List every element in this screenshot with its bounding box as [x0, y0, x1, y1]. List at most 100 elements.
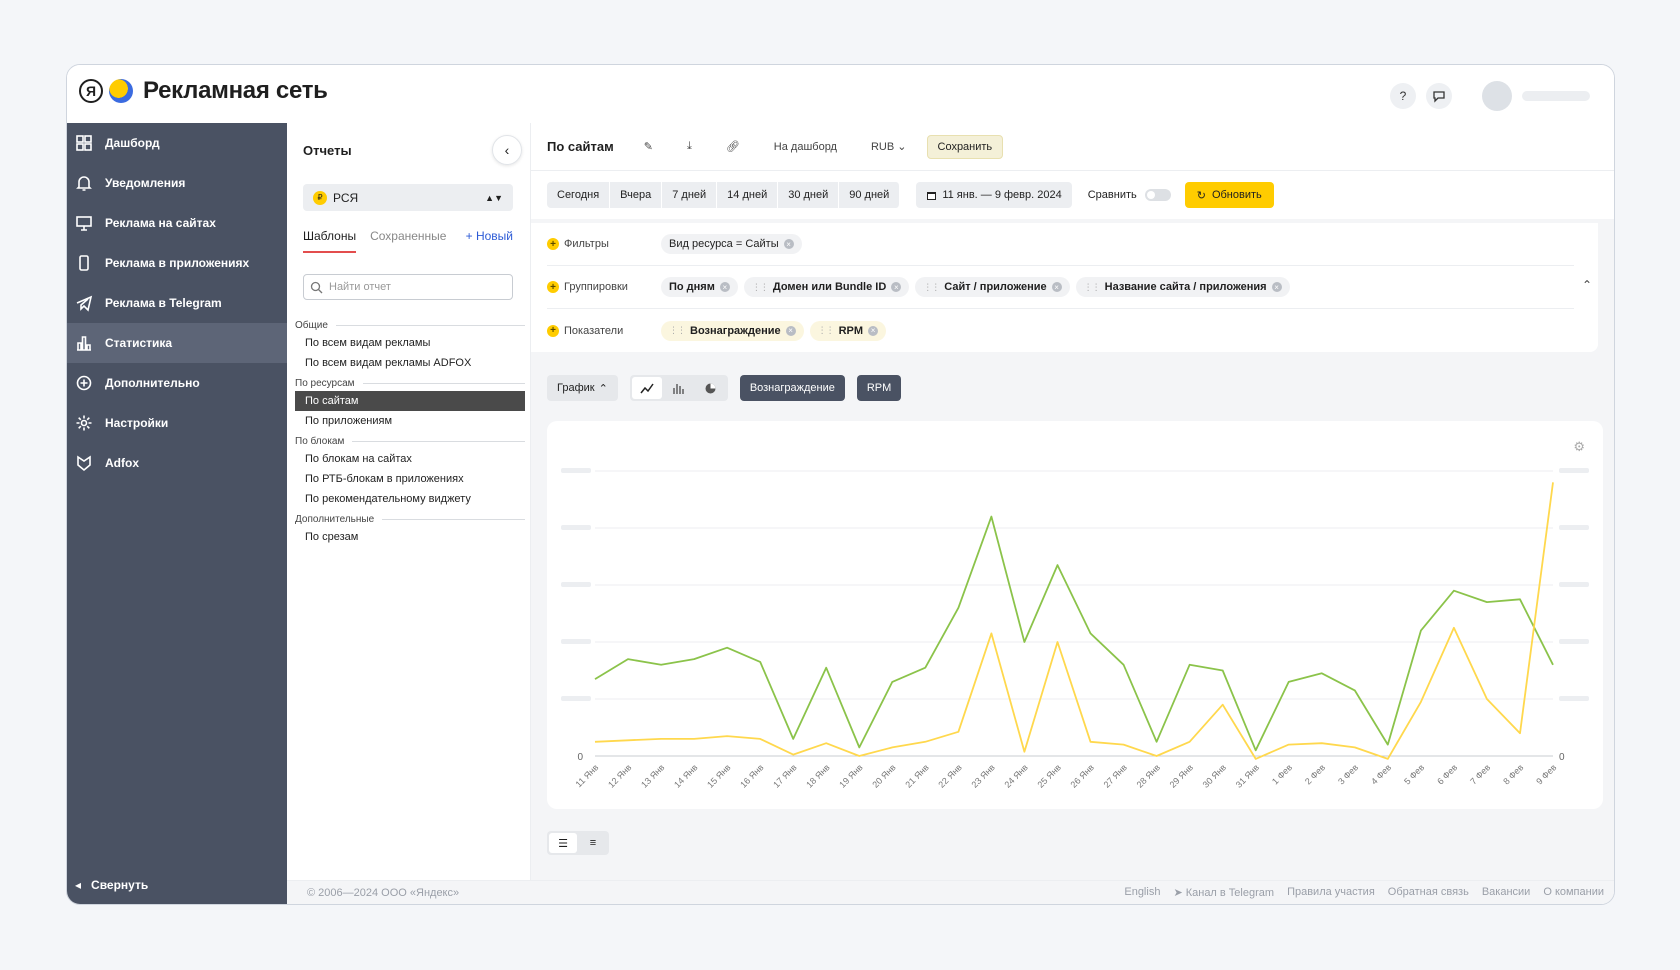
sidebar-item-statistics[interactable]: Статистика — [67, 323, 287, 363]
filters-label: Фильтры — [564, 238, 609, 250]
edit-icon[interactable]: ✎ — [643, 141, 653, 153]
refresh-icon: ↻ — [1196, 189, 1206, 202]
group-header: Дополнительные — [295, 511, 525, 527]
remove-icon[interactable]: × — [1051, 282, 1062, 292]
list-item[interactable]: По всем видам рекламы ADFOX — [305, 357, 472, 369]
remove-icon[interactable]: × — [1271, 282, 1282, 292]
report-main: По сайтам ✎ ⤓ 🔗︎ На дашборд RUB ⌄ Сохран… — [531, 123, 1614, 880]
line-chart-icon[interactable] — [631, 377, 662, 399]
period-today[interactable]: Сегодня — [547, 182, 611, 208]
telegram-icon: ➤ — [1173, 887, 1186, 899]
remove-icon[interactable]: × — [719, 282, 730, 292]
add-grouping-button[interactable]: + Группировки — [547, 281, 661, 293]
grouping-chip-label: Домен или Bundle ID — [772, 281, 887, 293]
y-tick-placeholder — [561, 468, 591, 473]
currency-select[interactable]: RUB ⌄ — [857, 140, 921, 153]
filter-chip[interactable]: Вид ресурса = Сайты × — [661, 234, 802, 254]
sidebar-item-telegram[interactable]: Реклама в Telegram — [67, 283, 287, 323]
chat-icon[interactable] — [1426, 83, 1452, 109]
sidebar-item-apps[interactable]: Реклама в приложениях — [67, 243, 287, 283]
tree-view-icon[interactable]: ≡ — [589, 837, 597, 849]
calendar-icon — [927, 191, 937, 200]
metric-chip[interactable]: ⋮⋮ RPM × — [809, 320, 887, 341]
link-icon[interactable]: 🔗︎ — [725, 141, 740, 153]
drag-handle-icon[interactable]: ⋮⋮ — [1083, 281, 1101, 292]
avatar[interactable] — [1482, 81, 1512, 111]
period-yesterday[interactable]: Вчера — [610, 182, 663, 208]
footer-link-english[interactable]: English — [1124, 886, 1161, 898]
remove-icon[interactable]: × — [783, 239, 794, 249]
grouping-chip[interactable]: ⋮⋮ Сайт / приложение × — [915, 277, 1070, 297]
list-item[interactable]: По рекомендательному виджету — [305, 493, 471, 505]
sidebar-item-additional[interactable]: Дополнительно — [67, 363, 287, 403]
tab-saved[interactable]: Сохраненные — [370, 229, 447, 243]
logo[interactable]: Я Рекламная сеть — [79, 77, 328, 105]
drag-handle-icon[interactable]: ⋮⋮ — [669, 325, 686, 335]
chevron-up-icon[interactable]: ⌃ — [1581, 278, 1592, 292]
graph-toggle-button[interactable]: График ⌃ — [547, 375, 618, 401]
list-item[interactable]: По срезам — [305, 531, 359, 543]
save-button[interactable]: Сохранить — [926, 134, 1004, 159]
graph-label: График — [557, 382, 595, 394]
grouping-chip[interactable]: ⋮⋮ Название сайта / приложения × — [1075, 277, 1290, 297]
footer-link-feedback[interactable]: Обратная связь — [1387, 886, 1469, 898]
collapse-sidebar-button[interactable]: ◂ Свернуть — [75, 878, 148, 892]
new-report-link[interactable]: + Новый — [465, 229, 513, 243]
x-tick-label: 8 Фев — [1501, 762, 1525, 786]
collapse-reports-button[interactable]: ‹ — [492, 135, 522, 165]
yandex-logo-icon: Я — [79, 79, 103, 103]
period-14-days[interactable]: 14 дней — [717, 182, 779, 208]
refresh-button[interactable]: ↻ Обновить — [1184, 182, 1274, 208]
question-icon[interactable]: ? — [1390, 83, 1416, 109]
download-icon[interactable]: ⤓ — [686, 140, 692, 152]
sidebar-item-dashboard[interactable]: Дашборд — [67, 123, 287, 163]
bar-chart-icon — [75, 334, 93, 352]
toggle-switch[interactable] — [1144, 189, 1171, 201]
list-view-icon[interactable]: ☰ — [549, 833, 577, 853]
y-tick-placeholder — [561, 696, 591, 701]
grouping-chip[interactable]: По дням × — [661, 277, 738, 297]
drag-handle-icon[interactable]: ⋮⋮ — [751, 281, 769, 292]
chart-settings-icon[interactable]: ⚙ — [1573, 439, 1585, 454]
to-dashboard-button[interactable]: На дашборд — [773, 140, 837, 153]
period-30-days[interactable]: 30 дней — [778, 182, 840, 208]
sidebar-item-adfox[interactable]: Adfox — [67, 443, 287, 483]
compare-toggle[interactable]: Сравнить — [1088, 189, 1171, 201]
footer-link-jobs[interactable]: Вакансии — [1481, 886, 1531, 898]
list-item[interactable]: По РТБ-блокам в приложениях — [305, 473, 464, 485]
add-metric-button[interactable]: + Показатели — [547, 324, 661, 337]
period-90-days[interactable]: 90 дней — [839, 182, 901, 208]
x-tick-label: 18 Янв — [804, 762, 832, 790]
source-select[interactable]: ₽ РСЯ ▲▼ — [303, 184, 513, 211]
tab-templates[interactable]: Шаблоны — [303, 229, 357, 253]
drag-handle-icon[interactable]: ⋮⋮ — [923, 281, 940, 292]
coin-icon: ₽ — [313, 190, 327, 205]
drag-handle-icon[interactable]: ⋮⋮ — [817, 325, 835, 335]
footer-link-telegram[interactable]: ➤ Канал в Telegram — [1173, 886, 1274, 899]
remove-icon[interactable]: × — [891, 282, 902, 292]
footer-link-rules[interactable]: Правила участия — [1287, 886, 1375, 898]
footer-link-about[interactable]: О компании — [1543, 886, 1604, 898]
remove-icon[interactable]: × — [785, 325, 796, 336]
pie-chart-icon[interactable] — [696, 377, 726, 399]
metrics-label: Показатели — [564, 324, 624, 337]
remove-icon[interactable]: × — [868, 325, 879, 336]
add-filter-button[interactable]: + Фильтры — [547, 238, 661, 250]
list-item-active[interactable]: По сайтам — [295, 391, 525, 411]
sidebar-item-notifications[interactable]: Уведомления — [67, 163, 287, 203]
date-range-picker[interactable]: 11 янв. — 9 февр. 2024 — [916, 182, 1072, 208]
chevron-left-icon: ‹ — [504, 142, 510, 158]
grouping-chip[interactable]: ⋮⋮ Домен или Bundle ID × — [743, 277, 910, 297]
sidebar-item-settings[interactable]: Настройки — [67, 403, 287, 443]
sidebar-item-sites[interactable]: Реклама на сайтах — [67, 203, 287, 243]
metric-toggle-reward[interactable]: Вознаграждение — [739, 375, 845, 401]
metric-chip[interactable]: ⋮⋮ Вознаграждение × — [661, 320, 804, 341]
list-item[interactable]: По блокам на сайтах — [305, 453, 412, 465]
period-7-days[interactable]: 7 дней — [662, 182, 718, 208]
metric-toggle-rpm[interactable]: RPM — [856, 375, 902, 401]
user-name-placeholder[interactable] — [1522, 91, 1590, 101]
report-search-input[interactable]: Найти отчет — [303, 274, 513, 300]
list-item[interactable]: По приложениям — [305, 415, 393, 427]
bar-chart-icon[interactable] — [664, 377, 694, 399]
list-item[interactable]: По всем видам рекламы — [305, 337, 431, 349]
